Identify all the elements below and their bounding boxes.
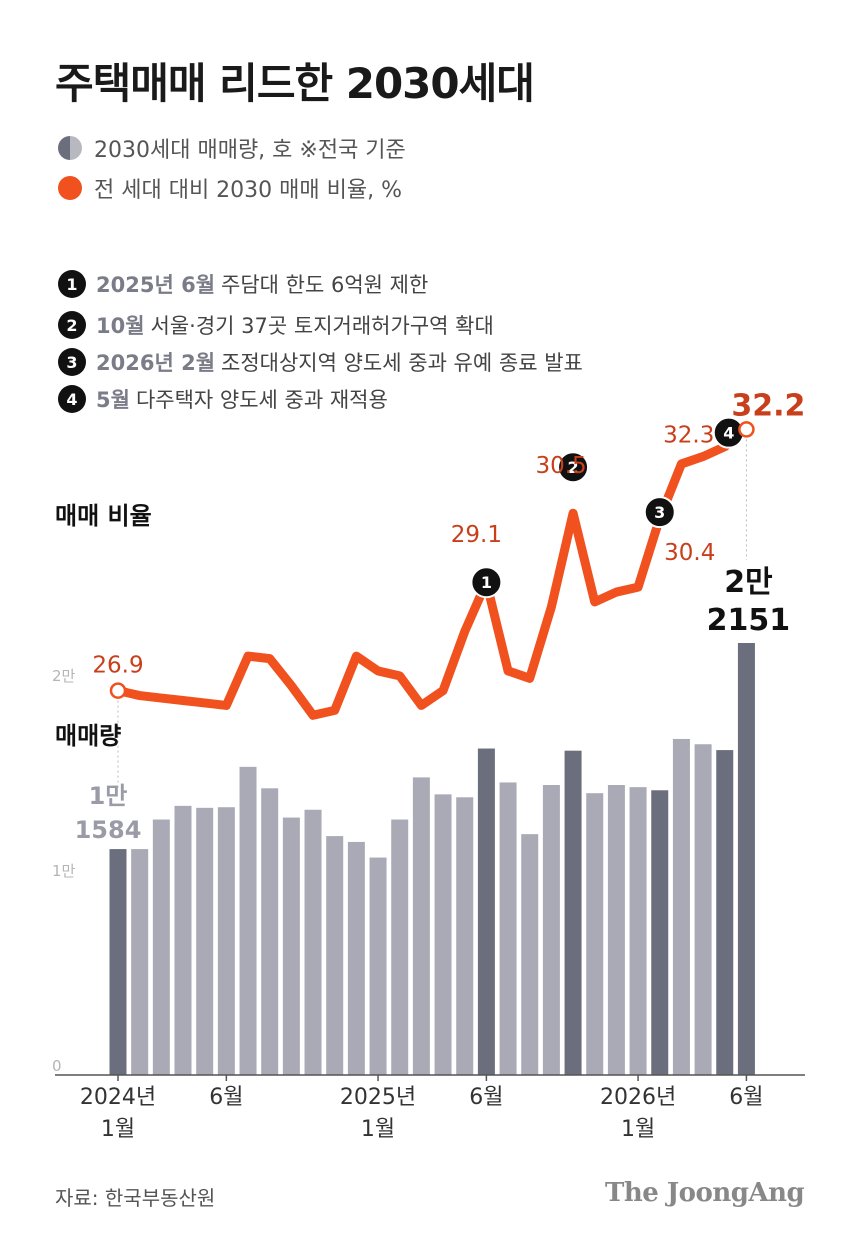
event-marker-number: 1 [481, 573, 492, 592]
event-text: 주담대 한도 6억원 제한 [221, 273, 429, 297]
ratio-data-label: 32.2 [731, 388, 805, 423]
bar [737, 643, 755, 1075]
bar-data-label: 2만 [724, 565, 773, 600]
legend-bars-label: 2030세대 매매량, 호 ※전국 기준 [94, 138, 406, 163]
event-date: 2026년 2월 [96, 351, 216, 375]
bar [716, 750, 734, 1075]
ratio-line-series [113, 424, 751, 720]
bar [651, 790, 669, 1075]
event-item: 1 2025년 6월 주담대 한도 6억원 제한 [58, 269, 428, 299]
event-marker-badge [643, 496, 676, 529]
line-endpoint-marker [738, 421, 755, 438]
page-title: 주택매매 리드한 2030세대 [55, 59, 535, 108]
bar [607, 784, 625, 1075]
bar [456, 797, 474, 1075]
event-text: 조정대상지역 양도세 중과 유예 종료 발표 [221, 351, 583, 375]
bar [261, 788, 279, 1075]
bar [304, 809, 322, 1075]
event-marker-badge [557, 451, 590, 484]
bar-data-label: 1만 [89, 782, 128, 810]
x-tick-label: 2025년 [340, 1085, 416, 1110]
x-tick-label: 6월 [729, 1085, 763, 1110]
event-item: 4 5월 다주택자 양도세 중과 재적용 [58, 384, 388, 414]
event-marker-number: 2 [567, 458, 578, 477]
event-date: 10월 [96, 314, 145, 338]
legend-bars: 2030세대 매매량, 호 ※전국 기준 [58, 132, 406, 164]
event-marker-number: 3 [654, 503, 665, 522]
bar [477, 748, 495, 1075]
bar [174, 805, 192, 1075]
bar [586, 793, 604, 1075]
bar [152, 819, 170, 1075]
legend-bars-swatch [58, 136, 82, 160]
event-number-badge: 2 [58, 311, 86, 339]
event-marker-number: 4 [723, 424, 734, 443]
bar [521, 834, 539, 1075]
bar [499, 782, 517, 1075]
y-tick-label: 0 [52, 1057, 62, 1075]
bar [564, 750, 582, 1075]
y-tick-label: 2만 [52, 667, 76, 685]
bar-section-label: 매매량 [55, 722, 121, 750]
line-endpoint-marker [109, 682, 127, 699]
bar [131, 849, 149, 1075]
x-tick-label: 1월 [621, 1117, 655, 1142]
bar [412, 777, 430, 1075]
event-number-badge: 3 [58, 348, 86, 376]
bar [282, 817, 300, 1075]
brand-logo: The JoongAng [605, 1178, 805, 1208]
event-date: 2025년 6월 [96, 273, 216, 297]
x-tick-label: 2024년 [80, 1085, 156, 1110]
ratio-data-label: 30.4 [664, 540, 715, 566]
ratio-data-label: 26.9 [92, 653, 143, 679]
bar [239, 766, 257, 1075]
bar [347, 841, 365, 1075]
x-tick-label: 6월 [209, 1085, 243, 1110]
legend-line: 전 세대 대비 2030 매매 비율, % [58, 172, 402, 204]
ratio-data-label: 30.5 [535, 453, 586, 479]
bar [369, 857, 387, 1075]
event-text: 서울·경기 37곳 토지거래허가구역 확대 [150, 314, 494, 338]
ratio-data-label: 29.1 [451, 522, 502, 548]
ratio-data-label: 32.3 [663, 423, 714, 449]
event-item: 2 10월 서울·경기 37곳 토지거래허가구역 확대 [58, 310, 494, 340]
bar [694, 744, 712, 1075]
legend-line-label: 전 세대 대비 2030 매매 비율, % [94, 178, 403, 203]
bar [542, 784, 560, 1075]
bar [391, 819, 409, 1075]
y-tick-label: 1만 [52, 862, 76, 880]
x-tick-label: 2026년 [600, 1085, 676, 1110]
bar [196, 807, 214, 1075]
x-tick-label: 1월 [101, 1117, 135, 1142]
event-number-badge: 1 [58, 270, 86, 298]
line-section-label: 매매 비율 [55, 502, 152, 530]
event-number-badge: 4 [58, 385, 86, 413]
bar-data-label: 1584 [75, 816, 142, 844]
bar [434, 794, 452, 1075]
bar [672, 738, 690, 1075]
bar-data-label: 2151 [707, 603, 791, 638]
bar [629, 787, 647, 1075]
bar [109, 849, 127, 1075]
event-marker-badge [470, 566, 503, 599]
event-item: 3 2026년 2월 조정대상지역 양도세 중과 유예 종료 발표 [58, 347, 583, 377]
event-date: 5월 [96, 388, 130, 412]
x-tick-label: 6월 [469, 1085, 503, 1110]
event-text: 다주택자 양도세 중과 재적용 [135, 388, 388, 412]
source-note: 자료: 한국부동산원 [55, 1186, 216, 1210]
legend-line-swatch [58, 176, 82, 200]
x-tick-label: 1월 [361, 1117, 395, 1142]
bar [217, 807, 235, 1075]
bar [326, 836, 344, 1075]
